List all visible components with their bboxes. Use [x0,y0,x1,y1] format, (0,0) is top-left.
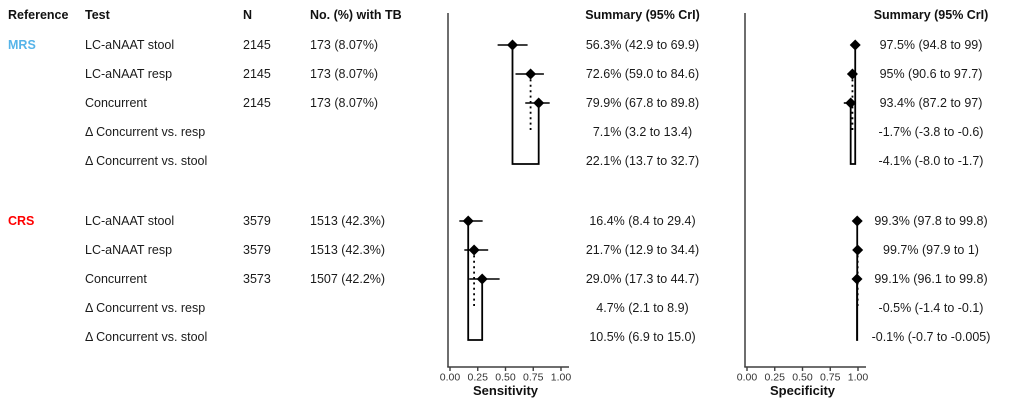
sensitivity-summary-value: 7.1% (3.2 to 13.4) [592,125,693,139]
specificity-summary-value: -0.5% (-1.4 to -0.1) [878,301,984,315]
sens-point-estimate-diamond [462,215,474,227]
specificity-summary-value: 99.3% (97.8 to 99.8) [874,214,988,228]
test-label: LC-aNAAT stool [85,214,175,228]
spec-point-estimate-diamond [851,215,863,227]
spec-point-estimate-diamond [852,244,864,256]
sens-tick-label: 0.50 [495,372,516,384]
sens-tick-label: 1.00 [551,372,572,384]
specificity-summary-value: 99.7% (97.9 to 1) [883,243,979,257]
test-label: Δ Concurrent vs. stool [85,154,208,168]
sensitivity-summary-value: 56.3% (42.9 to 69.9) [585,38,700,52]
no-with-tb-value: 173 (8.07%) [310,38,379,52]
spec-tick-label: 1.00 [848,372,869,384]
test-label: LC-aNAAT stool [85,38,175,52]
sensitivity-summary-value: 4.7% (2.1 to 8.9) [596,301,689,315]
sensitivity-axis-title: Sensitivity [472,383,539,398]
column-header-no-with-tb: No. (%) with TB [310,8,402,22]
test-label: Concurrent [85,96,147,110]
n-value: 2145 [243,96,271,110]
test-label: Δ Concurrent vs. stool [85,330,208,344]
specificity-summary-value: 99.1% (96.1 to 99.8) [874,272,988,286]
sens-point-estimate-diamond [533,97,545,109]
n-value: 2145 [243,38,271,52]
no-with-tb-value: 1507 (42.2%) [310,272,386,286]
n-value: 3579 [243,214,271,228]
sensitivity-summary-value: 16.4% (8.4 to 29.4) [589,214,696,228]
specificity-axis-title: Specificity [769,383,836,398]
test-label: LC-aNAAT resp [85,67,173,81]
sens-tick-label: 0.25 [468,372,489,384]
sensitivity-summary-value: 72.6% (59.0 to 84.6) [585,67,700,81]
specificity-summary-value: 95% (90.6 to 97.7) [879,67,983,81]
sens-point-estimate-diamond [506,39,518,51]
spec-tick-label: 0.00 [737,372,758,384]
sensitivity-summary-value: 29.0% (17.3 to 44.7) [585,272,700,286]
sens-diff-stool-bracket [467,221,484,341]
sensitivity-summary-value: 22.1% (13.7 to 32.7) [585,154,700,168]
sens-point-estimate-diamond [476,273,488,285]
test-label: Δ Concurrent vs. resp [85,301,206,315]
spec-diff-stool-bracket [849,45,857,165]
no-with-tb-value: 173 (8.07%) [310,67,379,81]
no-with-tb-value: 1513 (42.3%) [310,214,386,228]
sens-diff-stool-bracket [511,45,540,165]
sens-point-estimate-diamond [525,68,537,80]
sensitivity-summary-value: 21.7% (12.9 to 34.4) [585,243,700,257]
spec-tick-label: 0.50 [792,372,813,384]
spec-point-estimate-diamond [846,68,858,80]
column-header-test: Test [85,8,110,22]
specificity-summary-value: -1.7% (-3.8 to -0.6) [878,125,984,139]
sens-tick-label: 0.00 [440,372,461,384]
specificity-summary-value: -4.1% (-8.0 to -1.7) [878,154,984,168]
test-label: Concurrent [85,272,147,286]
test-label: Δ Concurrent vs. resp [85,125,206,139]
test-label: LC-aNAAT resp [85,243,173,257]
spec-tick-label: 0.25 [765,372,786,384]
sens-tick-label: 0.75 [523,372,544,384]
n-value: 2145 [243,67,271,81]
group-label-mrs: MRS [8,38,36,52]
n-value: 3573 [243,272,271,286]
spec-point-estimate-diamond [851,273,863,285]
sensitivity-summary-value: 79.9% (67.8 to 89.8) [585,96,700,110]
no-with-tb-value: 1513 (42.3%) [310,243,386,257]
n-value: 3579 [243,243,271,257]
sensitivity-summary-value: 10.5% (6.9 to 15.0) [589,330,696,344]
column-header-sensitivity-summary: Summary (95% CrI) [585,8,700,22]
column-header-reference: Reference [8,8,69,22]
specificity-summary-value: 93.4% (87.2 to 97) [879,96,983,110]
spec-point-estimate-diamond [849,39,861,51]
spec-point-estimate-diamond [845,97,857,109]
spec-tick-label: 0.75 [820,372,841,384]
sens-point-estimate-diamond [468,244,480,256]
specificity-summary-value: 97.5% (94.8 to 99) [879,38,983,52]
no-with-tb-value: 173 (8.07%) [310,96,379,110]
column-header-specificity-summary: Summary (95% CrI) [873,8,989,22]
group-label-crs: CRS [8,214,35,228]
specificity-summary-value: -0.1% (-0.7 to -0.005) [871,330,991,344]
column-header-n: N [243,8,253,22]
